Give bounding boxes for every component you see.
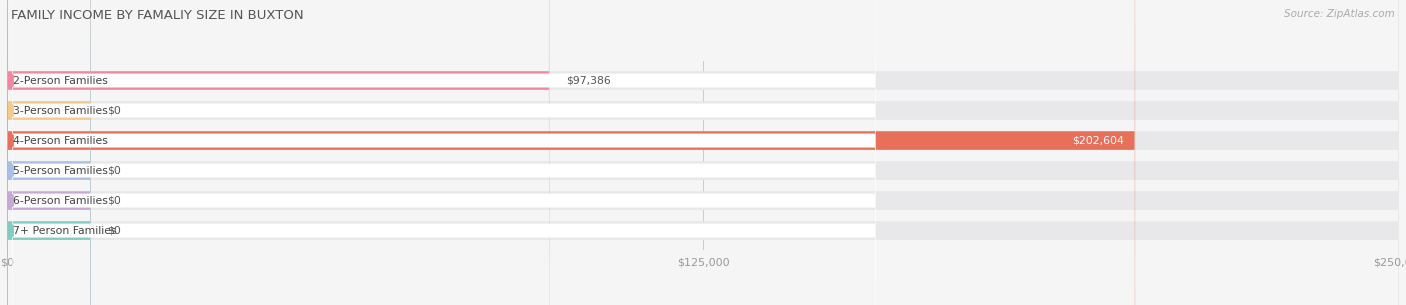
FancyBboxPatch shape bbox=[13, 0, 876, 305]
FancyBboxPatch shape bbox=[7, 0, 1399, 305]
FancyBboxPatch shape bbox=[7, 0, 90, 305]
Text: $0: $0 bbox=[107, 166, 121, 176]
Text: FAMILY INCOME BY FAMALIY SIZE IN BUXTON: FAMILY INCOME BY FAMALIY SIZE IN BUXTON bbox=[11, 9, 304, 22]
FancyBboxPatch shape bbox=[7, 0, 90, 305]
FancyBboxPatch shape bbox=[13, 0, 876, 305]
FancyBboxPatch shape bbox=[13, 0, 876, 305]
Text: $97,386: $97,386 bbox=[567, 76, 610, 85]
Text: Source: ZipAtlas.com: Source: ZipAtlas.com bbox=[1284, 9, 1395, 19]
Text: $0: $0 bbox=[107, 106, 121, 116]
Text: 7+ Person Families: 7+ Person Families bbox=[13, 226, 117, 235]
FancyBboxPatch shape bbox=[7, 0, 1135, 305]
FancyBboxPatch shape bbox=[7, 0, 90, 305]
FancyBboxPatch shape bbox=[7, 0, 1399, 305]
Text: $202,604: $202,604 bbox=[1071, 135, 1123, 145]
Text: $0: $0 bbox=[107, 226, 121, 235]
Text: $0: $0 bbox=[107, 196, 121, 206]
Text: 4-Person Families: 4-Person Families bbox=[13, 135, 108, 145]
Text: 2-Person Families: 2-Person Families bbox=[13, 76, 108, 85]
FancyBboxPatch shape bbox=[13, 0, 876, 305]
Text: 6-Person Families: 6-Person Families bbox=[13, 196, 108, 206]
FancyBboxPatch shape bbox=[7, 0, 1399, 305]
FancyBboxPatch shape bbox=[7, 0, 1399, 305]
FancyBboxPatch shape bbox=[13, 0, 876, 305]
Text: 5-Person Families: 5-Person Families bbox=[13, 166, 108, 176]
FancyBboxPatch shape bbox=[7, 0, 1399, 305]
FancyBboxPatch shape bbox=[7, 0, 550, 305]
FancyBboxPatch shape bbox=[7, 0, 1399, 305]
FancyBboxPatch shape bbox=[13, 0, 876, 305]
FancyBboxPatch shape bbox=[7, 0, 90, 305]
Text: 3-Person Families: 3-Person Families bbox=[13, 106, 108, 116]
